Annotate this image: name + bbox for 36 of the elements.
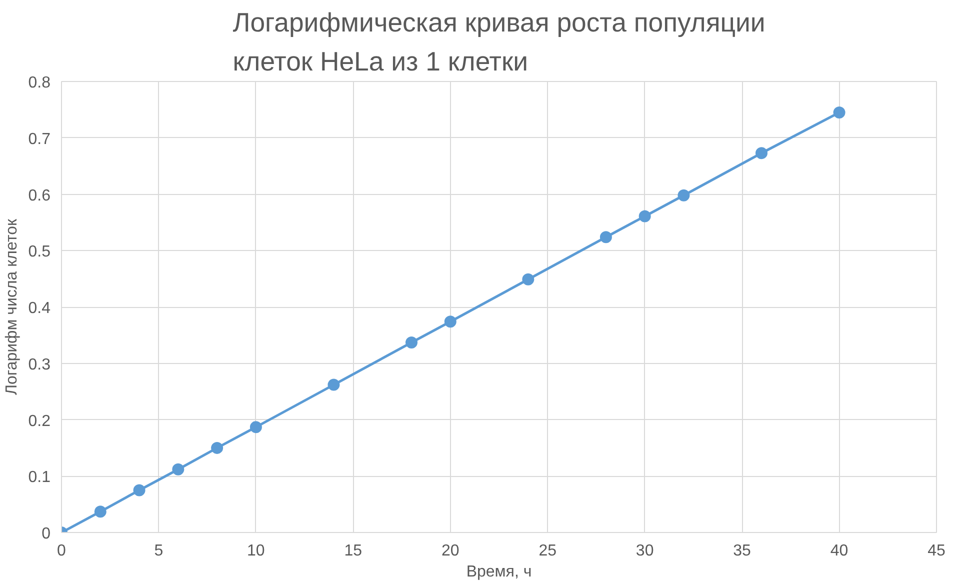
point (444, 316, 456, 328)
y-tick-label: 0.3 (28, 356, 51, 374)
x-tick-label: 10 (247, 542, 265, 560)
y-tick-label: 0.5 (28, 244, 51, 261)
x-tick-label: 0 (57, 542, 66, 560)
point (756, 147, 768, 160)
y-tick-label: 0.8 (28, 74, 51, 92)
point (133, 484, 146, 496)
x-tick-label: 45 (928, 542, 946, 560)
point (172, 463, 184, 476)
point (833, 106, 846, 118)
point (522, 273, 534, 286)
x-tick-label: 5 (154, 542, 164, 560)
point (328, 378, 340, 391)
x-tick-label: 30 (636, 542, 654, 560)
chart-title: Логарифмическая кривая роста популяции клеток HeLa из 1 клетки (232, 8, 766, 76)
y-tick-label: 0.4 (28, 300, 51, 317)
x-tick-label: 25 (538, 542, 557, 560)
y-tick-label: 0.1 (28, 469, 51, 486)
y-tick-label: 0.6 (28, 187, 51, 204)
point (678, 189, 690, 202)
y-tick-label: 0.7 (28, 130, 51, 148)
y-tick-label: 0 (42, 526, 51, 542)
y-tick-label: 0.2 (28, 412, 51, 430)
point (250, 421, 262, 434)
point (211, 442, 224, 454)
y-axis-title: Логарифм числа клеток (3, 218, 20, 396)
x-tick-label: 20 (441, 542, 460, 560)
point (406, 336, 418, 349)
point (638, 210, 651, 222)
point (600, 231, 612, 244)
point (94, 506, 106, 518)
x-tick-label: 40 (830, 542, 848, 560)
x-tick-label: 15 (344, 542, 362, 560)
x-axis-title: Время, ч (466, 564, 532, 580)
x-tick-label: 35 (733, 542, 752, 560)
